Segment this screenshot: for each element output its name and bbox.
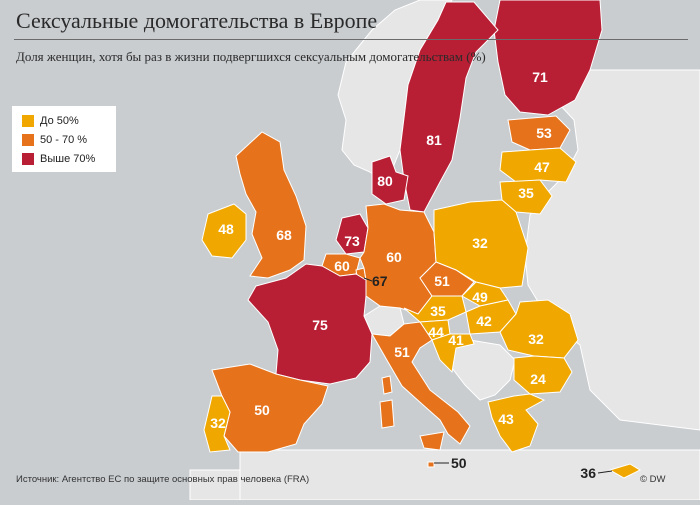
legend-item: До 50% (22, 114, 79, 128)
label-malta: 50 (451, 455, 467, 471)
country-bulgaria (513, 355, 573, 395)
label-netherlands: 73 (344, 233, 360, 249)
page-subtitle: Доля женщин, хотя бы раз в жизни подверг… (16, 49, 486, 64)
label-cyprus: 36 (580, 465, 596, 481)
leader-luxembourg (363, 277, 373, 282)
label-austria: 35 (430, 303, 446, 319)
country-latvia (499, 147, 577, 183)
label-czechia: 51 (434, 273, 450, 289)
source-note: Источник: Агентство ЕС по защите основны… (16, 474, 310, 485)
header: Сексуальные домогательства в Европе Доля… (0, 0, 700, 74)
country-slovakia (461, 281, 509, 307)
country-italy (371, 321, 471, 445)
country-romania (499, 299, 579, 359)
page-title: Сексуальные домогательства в Европе (16, 8, 378, 33)
label-germany: 60 (386, 249, 402, 265)
country-sardinia-corsica-sicily (379, 375, 445, 451)
label-uk: 68 (276, 227, 292, 243)
country-portugal (203, 395, 231, 453)
legend-label: До 50% (40, 115, 79, 127)
label-greece: 43 (498, 411, 514, 427)
label-slovakia: 49 (472, 289, 488, 305)
leader-cyprus (597, 470, 613, 474)
country-malta (427, 461, 435, 468)
label-hungary: 42 (476, 313, 492, 329)
label-romania: 32 (528, 331, 544, 347)
legend-swatch (22, 153, 34, 165)
label-finland: 71 (532, 69, 548, 85)
label-bulgaria: 24 (530, 371, 546, 387)
country-ireland (201, 203, 247, 259)
legend-label: Выше 70% (40, 153, 96, 165)
russia-belarus-ukraine (524, 69, 700, 431)
legend-item: Выше 70% (22, 152, 95, 166)
label-ireland: 48 (218, 221, 234, 237)
label-slovenia: 44 (428, 324, 444, 340)
legend-swatch (22, 115, 34, 127)
legend-swatch (22, 134, 34, 146)
label-belgium: 60 (334, 258, 350, 274)
title-divider (14, 39, 688, 40)
label-portugal: 32 (210, 415, 226, 431)
legend-item: 50 - 70 % (22, 133, 87, 147)
label-lithuania: 35 (518, 185, 534, 201)
label-spain: 50 (254, 402, 270, 418)
label-poland: 32 (472, 235, 488, 251)
country-poland (433, 199, 529, 289)
label-sweden: 81 (426, 132, 442, 148)
label-luxembourg: 67 (372, 273, 388, 289)
label-croatia: 41 (448, 332, 464, 348)
label-italy: 51 (394, 344, 410, 360)
label-estonia: 53 (536, 125, 552, 141)
country-finland (493, 0, 603, 116)
country-croatia (431, 333, 475, 374)
label-france: 75 (312, 317, 328, 333)
country-denmark (371, 155, 409, 205)
legend-label: 50 - 70 % (40, 134, 88, 146)
label-denmark: 80 (377, 173, 393, 189)
label-latvia: 47 (534, 159, 550, 175)
country-cyprus (608, 463, 642, 479)
country-greece (487, 393, 546, 453)
copyright: © DW (640, 474, 666, 485)
country-uk (235, 131, 307, 279)
legend: До 50% 50 - 70 % Выше 70% (12, 106, 116, 172)
